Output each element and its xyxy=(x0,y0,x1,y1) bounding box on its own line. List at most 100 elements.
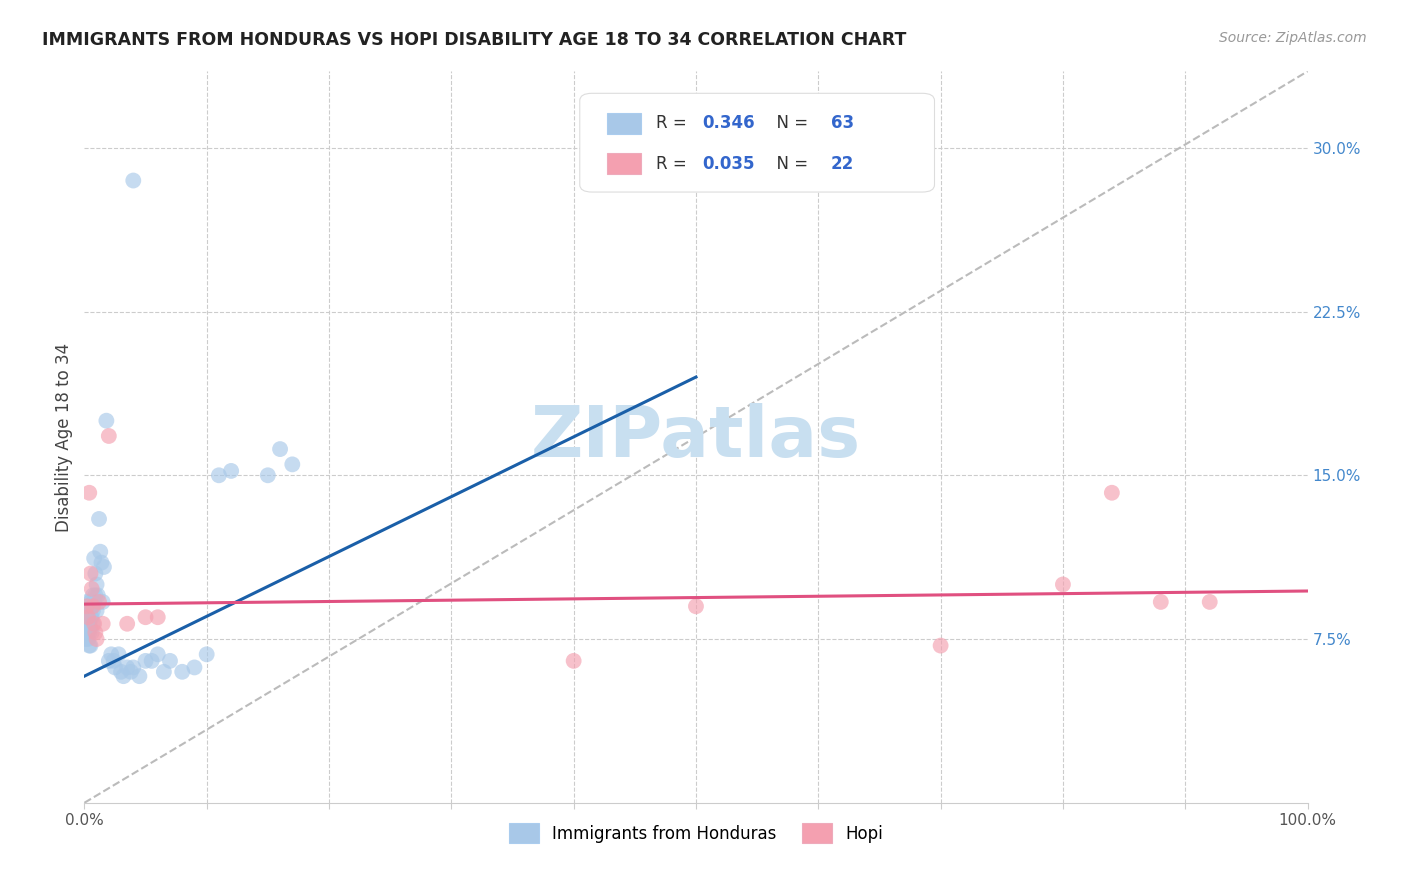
Point xyxy=(195,648,218,662)
Point xyxy=(77,621,100,635)
Text: 63: 63 xyxy=(831,114,853,132)
Point xyxy=(112,669,135,683)
Point xyxy=(77,610,100,624)
Point xyxy=(135,610,157,624)
Point xyxy=(79,566,101,581)
Text: N =: N = xyxy=(766,154,813,172)
Point xyxy=(86,577,108,591)
Point xyxy=(77,485,100,500)
Point xyxy=(172,665,194,679)
Point xyxy=(77,604,100,618)
Point xyxy=(93,560,115,574)
Point xyxy=(562,654,585,668)
Point xyxy=(77,625,100,640)
Point xyxy=(87,588,110,602)
Point xyxy=(82,599,104,614)
Bar xyxy=(606,153,641,174)
Point xyxy=(115,660,138,674)
Point xyxy=(120,665,142,679)
Point xyxy=(685,599,707,614)
Point xyxy=(76,604,98,618)
Point xyxy=(104,660,127,674)
Point xyxy=(84,566,107,581)
Bar xyxy=(606,113,641,134)
Y-axis label: Disability Age 18 to 34: Disability Age 18 to 34 xyxy=(55,343,73,532)
Point xyxy=(257,468,280,483)
Point xyxy=(82,604,104,618)
Point xyxy=(183,660,205,674)
Point xyxy=(128,669,150,683)
Point xyxy=(281,458,304,472)
Point xyxy=(153,665,176,679)
Point xyxy=(87,512,110,526)
Point xyxy=(82,616,104,631)
Point xyxy=(1052,577,1074,591)
Point xyxy=(91,616,114,631)
Point xyxy=(90,556,112,570)
Point xyxy=(107,648,129,662)
Point xyxy=(77,639,100,653)
Text: R =: R = xyxy=(655,114,692,132)
Point xyxy=(76,615,98,629)
FancyBboxPatch shape xyxy=(579,94,935,192)
Point xyxy=(83,551,105,566)
Point xyxy=(77,610,100,624)
Legend: Immigrants from Honduras, Hopi: Immigrants from Honduras, Hopi xyxy=(502,817,890,849)
Point xyxy=(159,654,181,668)
Point xyxy=(80,610,103,624)
Point xyxy=(76,595,98,609)
Point xyxy=(76,625,98,640)
Point xyxy=(103,654,125,668)
Point xyxy=(269,442,291,456)
Text: Source: ZipAtlas.com: Source: ZipAtlas.com xyxy=(1219,31,1367,45)
Point xyxy=(135,654,157,668)
Point xyxy=(89,545,111,559)
Point xyxy=(75,621,97,635)
Point xyxy=(146,648,169,662)
Point xyxy=(80,625,103,640)
Point xyxy=(96,414,118,428)
Point xyxy=(91,595,114,609)
Text: 0.346: 0.346 xyxy=(702,114,755,132)
Text: ZIPatlas: ZIPatlas xyxy=(531,402,860,472)
Point xyxy=(1101,485,1123,500)
Point xyxy=(77,616,100,631)
Point xyxy=(97,429,120,443)
Point xyxy=(79,639,101,653)
Point xyxy=(77,599,100,614)
Point xyxy=(86,604,108,618)
Point xyxy=(208,468,231,483)
Point xyxy=(79,595,101,609)
Text: R =: R = xyxy=(655,154,692,172)
Point xyxy=(122,660,145,674)
Text: 0.035: 0.035 xyxy=(702,154,755,172)
Point xyxy=(84,625,107,640)
Point xyxy=(82,588,104,602)
Point xyxy=(929,639,952,653)
Point xyxy=(76,599,98,614)
Point xyxy=(86,632,108,646)
Point xyxy=(80,599,103,614)
Point xyxy=(79,621,101,635)
Point xyxy=(75,632,97,646)
Point xyxy=(80,582,103,596)
Point xyxy=(79,610,101,624)
Point xyxy=(83,595,105,609)
Point xyxy=(83,616,105,631)
Point xyxy=(87,595,110,609)
Point xyxy=(122,173,145,187)
Point xyxy=(141,654,163,668)
Text: N =: N = xyxy=(766,114,813,132)
Point xyxy=(77,632,100,646)
Point xyxy=(146,610,169,624)
Point xyxy=(75,610,97,624)
Point xyxy=(110,665,132,679)
Point xyxy=(219,464,242,478)
Point xyxy=(1198,595,1220,609)
Point xyxy=(1150,595,1173,609)
Text: IMMIGRANTS FROM HONDURAS VS HOPI DISABILITY AGE 18 TO 34 CORRELATION CHART: IMMIGRANTS FROM HONDURAS VS HOPI DISABIL… xyxy=(42,31,907,49)
Point xyxy=(84,588,107,602)
Point xyxy=(115,616,138,631)
Point xyxy=(97,654,120,668)
Text: 22: 22 xyxy=(831,154,853,172)
